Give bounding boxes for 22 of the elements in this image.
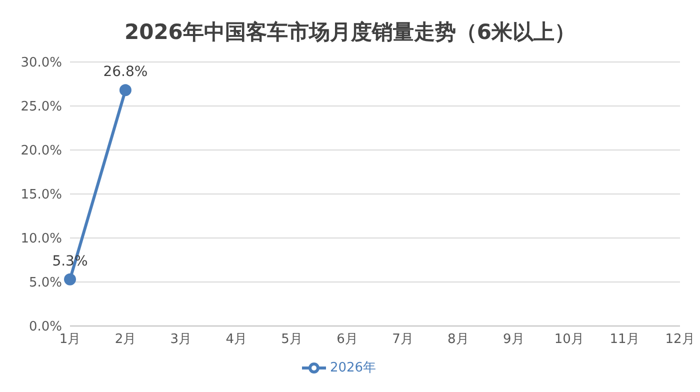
x-tick-label: 4月	[226, 332, 248, 348]
y-tick-label: 20.0%	[20, 144, 62, 159]
x-tick-label: 2月	[114, 332, 136, 348]
x-tick-label: 3月	[170, 332, 192, 348]
data-label: 26.8%	[103, 64, 148, 80]
legend-label: 2026年	[330, 360, 376, 376]
x-tick-label: 8月	[448, 332, 469, 348]
x-tick-label: 6月	[336, 332, 358, 348]
x-tick-label: 11月	[610, 332, 640, 348]
y-tick-label: 10.0%	[20, 232, 62, 247]
x-tick-label: 5月	[281, 332, 302, 348]
y-tick-label: 0.0%	[28, 320, 62, 335]
y-tick-label: 25.0%	[20, 100, 62, 115]
x-tick-label: 9月	[502, 332, 524, 348]
x-tick-label: 10月	[554, 332, 584, 348]
x-tick-label: 12月	[665, 332, 695, 348]
x-tick-label: 7月	[392, 332, 414, 348]
y-tick-label: 30.0%	[20, 56, 62, 71]
y-tick-label: 5.0%	[28, 276, 62, 291]
y-tick-label: 15.0%	[20, 188, 62, 203]
chart-title: 2026年中国客车市场月度销量走势（6米以上）	[123, 19, 577, 46]
x-tick-label: 1月	[59, 332, 81, 348]
